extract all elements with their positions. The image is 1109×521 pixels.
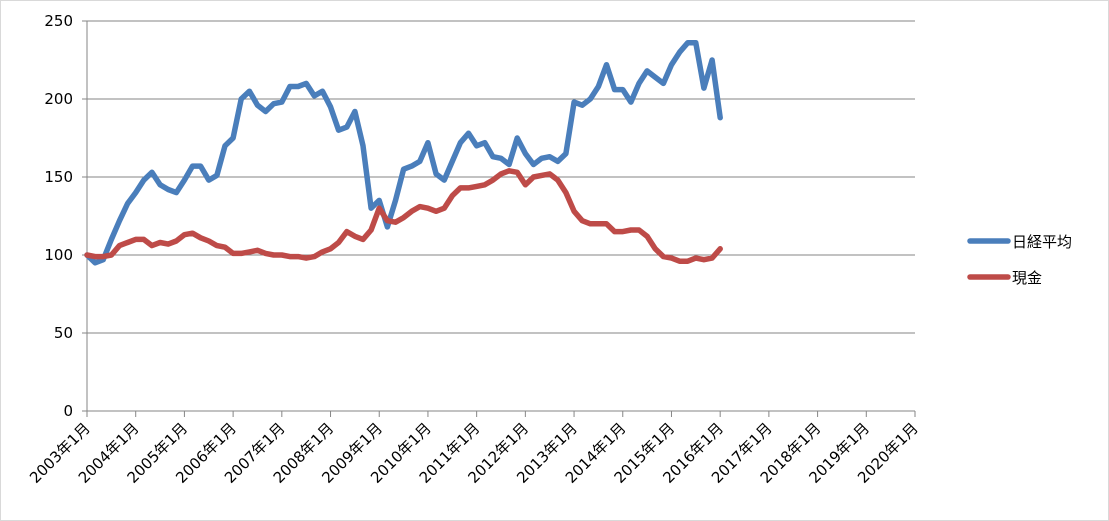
y-tick-label: 250 <box>44 12 73 30</box>
series-line <box>84 168 723 264</box>
legend-label: 日経平均 <box>1012 233 1072 251</box>
y-tick-label: 100 <box>44 246 73 264</box>
y-tick-label: 200 <box>44 90 73 108</box>
legend-label: 現金 <box>1012 269 1042 287</box>
y-tick-label: 150 <box>44 168 73 186</box>
y-tick-label: 50 <box>54 324 73 342</box>
series-line <box>84 40 723 266</box>
y-tick-label: 0 <box>63 402 73 420</box>
